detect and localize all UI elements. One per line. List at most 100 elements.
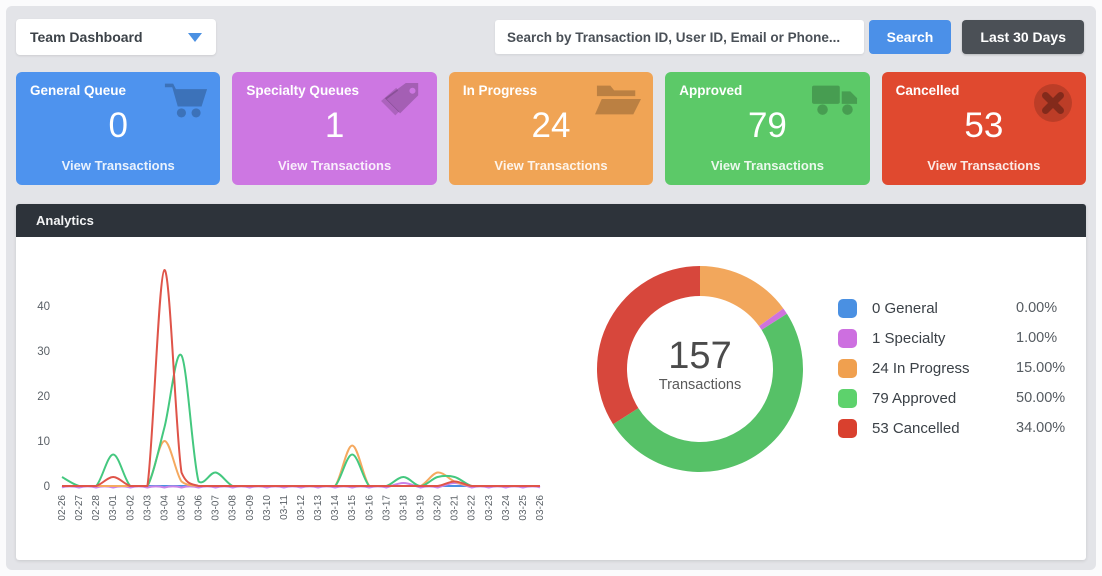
x-tick-label: 03-26 bbox=[535, 495, 546, 521]
view-transactions-link[interactable]: View Transactions bbox=[61, 158, 175, 173]
truck-icon bbox=[811, 82, 858, 123]
x-tick-label: 03-04 bbox=[159, 495, 170, 521]
line-series-approved bbox=[61, 353, 540, 487]
legend-label: 24 In Progress bbox=[872, 359, 970, 377]
legend-item-general: 0 General 0.00% bbox=[838, 293, 1078, 323]
transactions-donut-chart: 157 Transactions bbox=[582, 251, 818, 487]
tags-icon bbox=[379, 82, 425, 127]
legend-item-cancelled: 53 Cancelled 34.00% bbox=[838, 413, 1078, 443]
x-tick-label: 03-25 bbox=[518, 495, 529, 521]
x-tick-label: 03-23 bbox=[484, 495, 495, 521]
x-tick-label: 03-19 bbox=[416, 495, 427, 521]
x-tick-label: 03-15 bbox=[347, 495, 358, 521]
x-tick-label: 03-14 bbox=[330, 495, 341, 521]
view-transactions-link[interactable]: View Transactions bbox=[927, 158, 1041, 173]
x-tick-label: 03-24 bbox=[501, 495, 512, 521]
donut-segment-in-progress bbox=[700, 266, 784, 327]
y-tick-label: 40 bbox=[37, 301, 50, 313]
view-transactions-link[interactable]: View Transactions bbox=[494, 158, 608, 173]
legend-percent: 50.00% bbox=[1016, 390, 1066, 406]
donut-legend: 0 General 0.00% 1 Specialty 1.00% 24 In … bbox=[838, 293, 1078, 443]
search-group: Search bbox=[495, 20, 951, 54]
donut-segment-specialty bbox=[759, 308, 787, 330]
stat-cards-row: General Queue 0 View Transactions Specia… bbox=[16, 72, 1087, 185]
card-specialty-queues[interactable]: Specialty Queues 1 View Transactions bbox=[232, 72, 437, 185]
dashboard-selector-label: Team Dashboard bbox=[30, 29, 143, 45]
card-in-progress[interactable]: In Progress 24 View Transactions bbox=[448, 72, 654, 185]
search-button[interactable]: Search bbox=[869, 20, 951, 54]
legend-swatch bbox=[838, 418, 857, 438]
card-title: In Progress bbox=[462, 83, 538, 98]
chevron-down-icon bbox=[188, 32, 202, 42]
legend-item-in-progress: 24 In Progress 15.00% bbox=[838, 353, 1078, 383]
x-tick-label: 02-28 bbox=[91, 495, 102, 521]
donut-segment-cancelled bbox=[597, 266, 700, 425]
folder-open-icon bbox=[595, 82, 642, 123]
line-series-cancelled bbox=[62, 268, 540, 487]
legend-swatch bbox=[838, 388, 857, 408]
card-approved[interactable]: Approved 79 View Transactions bbox=[665, 72, 870, 185]
x-tick-label: 03-11 bbox=[279, 495, 290, 520]
legend-swatch bbox=[838, 358, 857, 378]
legend-item-specialty: 1 Specialty 1.00% bbox=[838, 323, 1078, 353]
legend-label: 53 Cancelled bbox=[872, 419, 960, 437]
x-tick-label: 03-07 bbox=[211, 495, 222, 521]
x-tick-label: 03-10 bbox=[262, 495, 273, 521]
analytics-header: Analytics bbox=[16, 204, 1086, 237]
legend-percent: 1.00% bbox=[1016, 330, 1058, 346]
x-tick-label: 03-03 bbox=[142, 495, 153, 521]
legend-swatch bbox=[838, 328, 857, 348]
legend-label: 79 Approved bbox=[872, 389, 957, 407]
legend-label: 1 Specialty bbox=[872, 329, 946, 347]
x-tick-label: 03-20 bbox=[433, 495, 444, 521]
view-transactions-link[interactable]: View Transactions bbox=[278, 158, 392, 173]
card-title: Specialty Queues bbox=[246, 83, 359, 98]
x-tick-label: 03-22 bbox=[467, 495, 478, 521]
circle-x-icon bbox=[1032, 82, 1074, 129]
analytics-panel: Analytics 0 10 20 30 40 02-26 02-27 02-28 03-01 0… bbox=[16, 204, 1086, 560]
card-cancelled[interactable]: Cancelled 53 View Transactions bbox=[881, 72, 1087, 185]
x-tick-label: 02-26 bbox=[57, 495, 68, 521]
shopping-cart-icon bbox=[164, 82, 208, 125]
donut-segment-approved bbox=[613, 313, 803, 472]
dashboard-selector[interactable]: Team Dashboard bbox=[16, 19, 216, 55]
search-input[interactable] bbox=[495, 20, 864, 54]
card-title: Cancelled bbox=[895, 83, 960, 98]
x-tick-label: 03-18 bbox=[398, 495, 409, 521]
x-tick-label: 02-27 bbox=[74, 495, 85, 521]
line-series-in-progress bbox=[62, 440, 540, 487]
card-value: 1 bbox=[324, 106, 345, 145]
card-title: General Queue bbox=[30, 83, 127, 98]
date-range-button[interactable]: Last 30 Days bbox=[962, 20, 1084, 54]
donut-svg bbox=[597, 266, 803, 472]
legend-percent: 15.00% bbox=[1016, 360, 1066, 376]
card-value: 79 bbox=[747, 106, 787, 145]
x-tick-label: 03-05 bbox=[177, 495, 188, 521]
y-tick-label: 30 bbox=[37, 346, 50, 358]
x-tick-label: 03-17 bbox=[381, 495, 392, 521]
transactions-line-chart: 0 10 20 30 40 02-26 02-27 02-28 03-01 03-02 03-03 0… bbox=[37, 268, 546, 521]
view-transactions-link[interactable]: View Transactions bbox=[710, 158, 825, 173]
x-tick-label: 03-06 bbox=[194, 495, 205, 521]
x-tick-label: 03-09 bbox=[245, 495, 256, 521]
card-title: Approved bbox=[679, 83, 743, 98]
legend-percent: 34.00% bbox=[1016, 420, 1066, 436]
dashboard-page: Team Dashboard Search Last 30 Days Gener… bbox=[6, 6, 1096, 570]
analytics-title: Analytics bbox=[36, 213, 94, 228]
x-tick-label: 03-02 bbox=[125, 495, 136, 521]
legend-label: 0 General bbox=[872, 299, 938, 317]
card-value: 53 bbox=[964, 106, 1004, 145]
x-tick-label: 03-21 bbox=[450, 495, 461, 521]
x-tick-label: 03-08 bbox=[228, 495, 239, 521]
y-tick-label: 0 bbox=[44, 481, 50, 493]
analytics-body: 0 10 20 30 40 02-26 02-27 02-28 03-01 03-02 03-03 0… bbox=[16, 237, 1086, 560]
x-tick-label: 03-01 bbox=[108, 495, 119, 521]
legend-percent: 0.00% bbox=[1016, 300, 1058, 316]
x-tick-label: 03-16 bbox=[364, 495, 375, 521]
card-value: 0 bbox=[108, 106, 128, 145]
card-general-queue[interactable]: General Queue 0 View Transactions bbox=[16, 72, 221, 185]
y-tick-label: 20 bbox=[37, 391, 50, 403]
x-tick-label: 03-13 bbox=[313, 495, 324, 521]
legend-swatch bbox=[838, 298, 857, 318]
y-tick-label: 10 bbox=[37, 436, 50, 448]
